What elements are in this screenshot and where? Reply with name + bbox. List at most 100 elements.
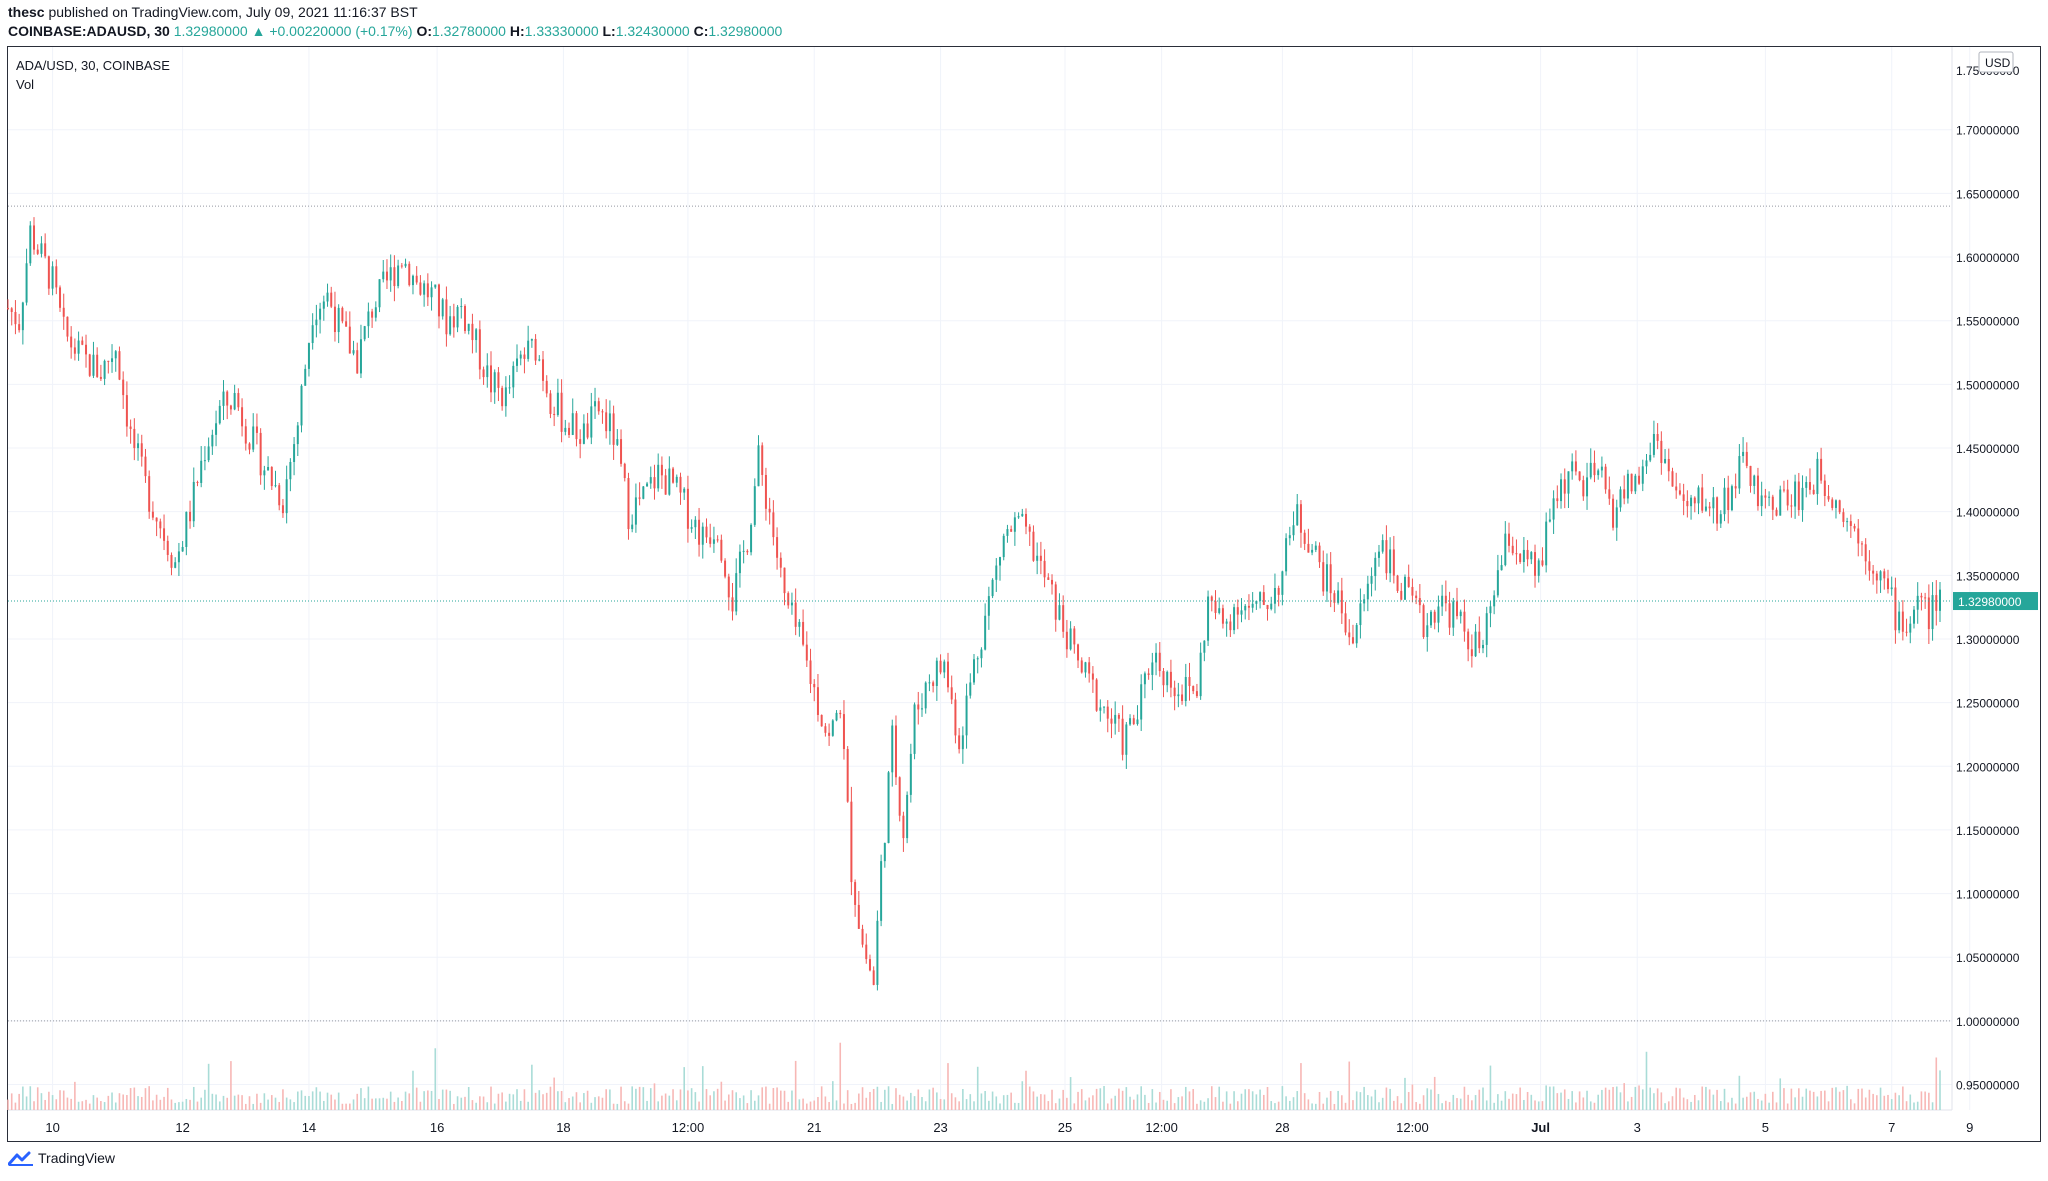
candle-body [1608, 489, 1611, 499]
current-price-label: 1.32980000 [1958, 595, 2022, 609]
volume-bar [1341, 1095, 1343, 1110]
volume-bar [1868, 1089, 1871, 1110]
candle-body [660, 464, 663, 476]
candle-body [1017, 516, 1020, 518]
candle-body [1838, 500, 1841, 513]
candle-body [1281, 571, 1284, 595]
volume-bar [1608, 1089, 1611, 1110]
candle-body [1790, 505, 1793, 507]
volume-bar [1404, 1077, 1406, 1110]
candle-body [1132, 718, 1135, 725]
volume-bar [118, 1093, 121, 1110]
volume-bar [244, 1103, 247, 1110]
volume-bar [289, 1099, 292, 1110]
candle-body [1028, 526, 1031, 532]
volume-bar [1359, 1092, 1362, 1110]
candle-body [1091, 673, 1094, 680]
candle-body [1820, 458, 1823, 481]
candle-body [1002, 535, 1005, 558]
candle-body [839, 712, 842, 715]
volume-bar [631, 1086, 633, 1110]
volume-bar [1779, 1078, 1782, 1110]
legend-title[interactable]: ADA/USD, 30, COINBASE [16, 58, 170, 73]
volume-bar [1671, 1096, 1674, 1110]
candle-body [1314, 545, 1317, 550]
volume-bar [1772, 1091, 1774, 1110]
price-tick-label: 1.55000000 [1956, 315, 2020, 329]
volume-bar [1675, 1087, 1678, 1110]
candle-body [939, 660, 942, 673]
candle-body [909, 753, 912, 795]
time-tick-label: 21 [807, 1120, 821, 1135]
candle-body [761, 445, 764, 475]
candle-body [1589, 462, 1592, 478]
candle-body [1686, 500, 1689, 507]
price-axis[interactable]: 0.95000000 1.00000000 1.05000000 1.10000000… [1953, 51, 2038, 1093]
candle-body [805, 644, 808, 661]
candle-body [1099, 707, 1102, 711]
candle-body [1586, 477, 1589, 497]
volume-bar [222, 1095, 225, 1110]
volume-bar [1824, 1090, 1826, 1110]
volume-bar [345, 1103, 347, 1110]
volume-bar [1184, 1086, 1187, 1110]
candle-body [1522, 549, 1525, 562]
volume-bar [1006, 1094, 1009, 1110]
candle-body [1682, 494, 1685, 501]
chart-pane[interactable] [7, 46, 2041, 1142]
volume-bar [1757, 1098, 1759, 1110]
volume-bar [1534, 1100, 1536, 1110]
candle-body [200, 460, 203, 483]
price-tick-label: 1.45000000 [1956, 442, 2020, 456]
volume-bar [192, 1086, 195, 1110]
volume-bar [806, 1103, 808, 1110]
volume-bar [943, 1099, 946, 1110]
price-tick-label: 0.95000000 [1956, 1079, 2020, 1093]
author-name[interactable]: thesc [8, 4, 45, 20]
volume-bar [612, 1103, 615, 1110]
volume-bar [1080, 1089, 1083, 1110]
volume-bar [1504, 1091, 1507, 1110]
volume-bar [22, 1086, 24, 1110]
volume-bar [616, 1103, 619, 1110]
volume-bar [274, 1097, 277, 1110]
volume-bar [1493, 1102, 1495, 1110]
candle-body [452, 316, 455, 328]
volume-bar [308, 1096, 310, 1110]
candle-body [1385, 540, 1388, 574]
volume-bar [237, 1094, 240, 1110]
volume-bar [1571, 1091, 1573, 1110]
volume-bar [1482, 1087, 1484, 1110]
candle-body [174, 562, 177, 568]
volume-bar [1890, 1099, 1893, 1110]
candle-body [701, 526, 704, 545]
volume-bar [1285, 1096, 1287, 1110]
candle-body [738, 551, 741, 574]
candle-body [1901, 611, 1904, 632]
candle-body [1846, 521, 1849, 523]
tradingview-footer[interactable]: TradingView [8, 1150, 115, 1166]
candle-body [768, 508, 771, 513]
volume-bar [55, 1099, 58, 1110]
candle-body [25, 263, 28, 303]
volume-bar [74, 1081, 76, 1110]
time-axis[interactable]: 10 12 14 16 18 12:00 21 23 25 12:00 28 12:00 Jul 3 5 7 9 [45, 1120, 1973, 1135]
volume-bar [1051, 1089, 1053, 1110]
volume-bar [464, 1096, 466, 1110]
volume-bar [479, 1096, 481, 1110]
candle-body [408, 263, 411, 286]
candle-body [1935, 595, 1938, 611]
candle-body [1374, 557, 1377, 577]
candle-body [1716, 497, 1719, 524]
candle-body [118, 351, 121, 380]
volume-bar [1478, 1089, 1481, 1110]
volume-bar [898, 1094, 901, 1110]
volume-bar [1894, 1092, 1897, 1110]
volume-bar [1939, 1070, 1941, 1110]
volume-bar [869, 1091, 871, 1110]
legend-volume[interactable]: Vol [16, 77, 35, 92]
candle-body [872, 970, 875, 985]
volume-bar [679, 1089, 682, 1110]
volume-bar [1244, 1089, 1247, 1110]
